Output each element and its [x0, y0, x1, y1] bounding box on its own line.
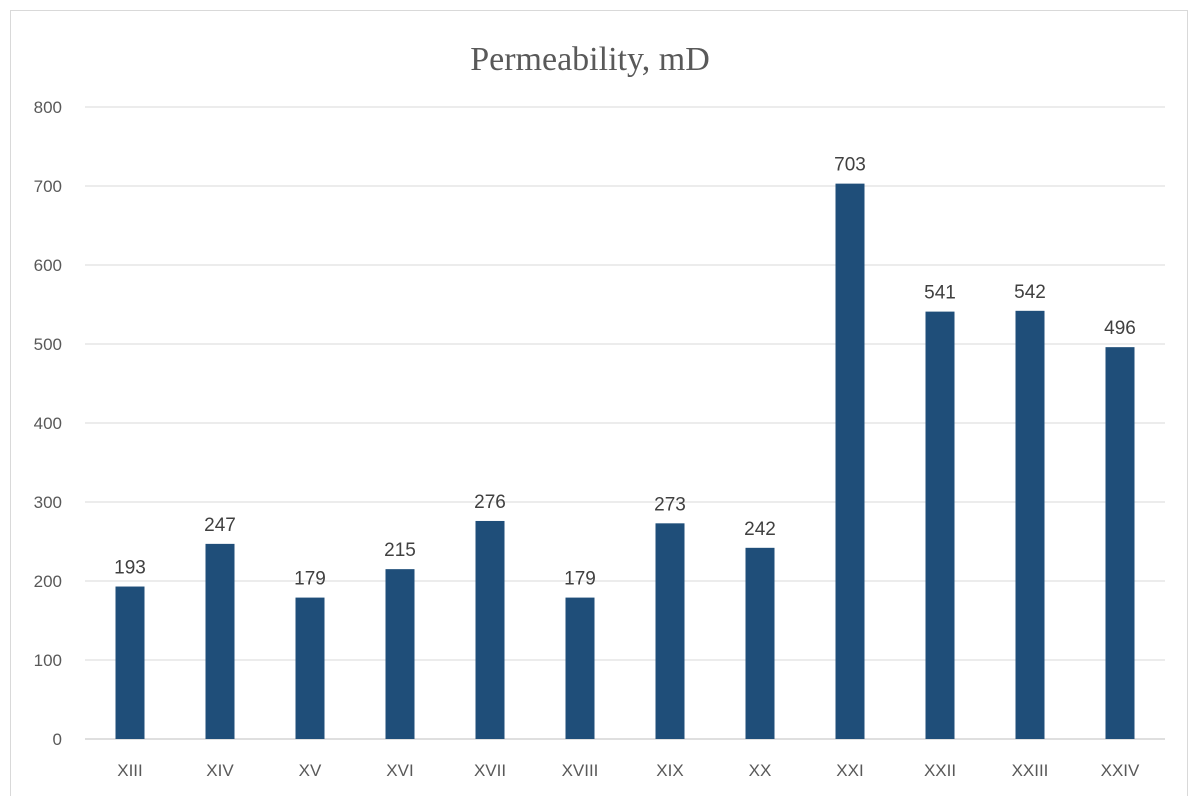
data-labels: 193 247 179 215 276 179 273 242 703 541 542 496: [114, 155, 1136, 590]
data-label: 276: [474, 492, 506, 513]
bar: [835, 183, 865, 739]
bar: [205, 543, 235, 739]
data-label: 179: [564, 569, 596, 590]
x-tick-label: XXI: [836, 761, 863, 780]
data-label: 496: [1104, 318, 1136, 339]
y-tick-label: 800: [34, 98, 62, 117]
bar: [745, 547, 775, 739]
x-tick-label: XX: [749, 761, 772, 780]
x-axis-ticks: XIII XIV XV XVI XVII XVIII XIX XX XXI XXII XXIII XX…: [117, 761, 1140, 780]
data-label: 247: [204, 515, 236, 536]
y-tick-label: 300: [34, 493, 62, 512]
bar: [475, 520, 505, 739]
x-tick-label: XVII: [474, 761, 506, 780]
bar: [655, 523, 685, 739]
bar: [1015, 310, 1045, 739]
y-tick-label: 600: [34, 256, 62, 275]
x-tick-label: XXII: [924, 761, 956, 780]
bar: [295, 597, 325, 739]
data-label: 703: [834, 155, 866, 176]
chart-title: Permeability, mD: [470, 41, 710, 78]
y-tick-label: 200: [34, 572, 62, 591]
data-label: 242: [744, 519, 776, 540]
bar: [115, 586, 145, 739]
y-tick-label: 100: [34, 651, 62, 670]
data-label: 273: [654, 494, 686, 515]
data-label: 541: [924, 283, 956, 304]
gridlines: [85, 106, 1165, 740]
data-label: 179: [294, 569, 326, 590]
x-tick-label: XVIII: [562, 761, 599, 780]
bar: [1105, 347, 1135, 739]
bar: [385, 569, 415, 739]
data-label: 193: [114, 558, 146, 579]
bar: [925, 311, 955, 739]
y-tick-label: 700: [34, 177, 62, 196]
y-tick-label: 0: [53, 730, 62, 749]
y-tick-label: 500: [34, 335, 62, 354]
x-tick-label: XIII: [117, 761, 143, 780]
y-tick-label: 400: [34, 414, 62, 433]
data-label: 542: [1014, 282, 1046, 303]
y-axis-ticks: 0 100 200 300 400 500 600 700 800: [34, 98, 62, 749]
x-tick-label: XIV: [206, 761, 234, 780]
bars: [115, 183, 1135, 739]
bar: [565, 597, 595, 739]
x-tick-label: XVI: [386, 761, 413, 780]
x-tick-label: XV: [299, 761, 322, 780]
x-tick-label: XXIII: [1012, 761, 1049, 780]
x-tick-label: XXIV: [1101, 761, 1140, 780]
data-label: 215: [384, 540, 416, 561]
x-tick-label: XIX: [656, 761, 683, 780]
